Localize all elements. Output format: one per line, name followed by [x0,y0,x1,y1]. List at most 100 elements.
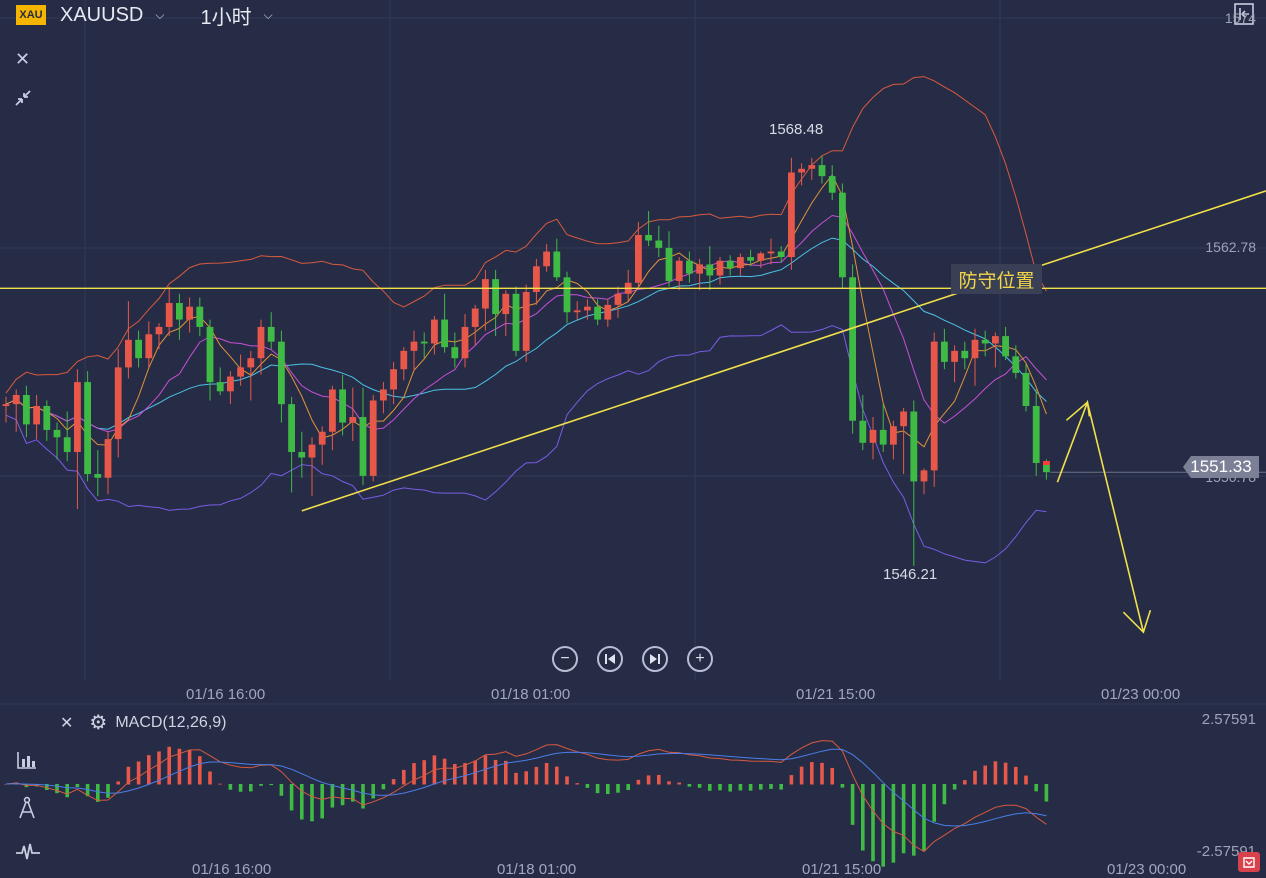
high-label: 1568.48 [769,121,824,138]
alert-icon[interactable] [1238,852,1260,872]
candle-body-64 [655,240,663,248]
candle-body-31 [318,431,326,445]
candle-body-88 [900,411,907,427]
candle-body-39 [400,350,408,370]
current-price-tag: 1551.33 [1183,456,1259,478]
interval-selector[interactable]: 1小时 [200,6,252,29]
bar-chart-icon[interactable] [16,750,38,775]
symbol-dropdown-icon[interactable]: ⌵ [155,7,165,22]
candle-body-7 [74,382,81,452]
candle-body-76 [777,251,785,258]
candle-body-51 [522,291,530,351]
candle-body-18 [186,306,193,320]
exit-panel-icon[interactable] [1233,2,1255,31]
candle-body-90 [920,470,928,482]
candle-body-57 [584,306,591,311]
macd-settings-icon[interactable]: ⚙ [89,712,108,734]
candle-body-73 [747,257,754,261]
candle-body-26 [267,326,275,342]
candle-body-97 [992,336,999,344]
candle-body-94 [961,350,969,359]
bollinger-upper [5,76,1047,394]
candle-body-86 [879,429,887,445]
candle-body-17 [176,303,183,320]
candle-body-25 [257,326,265,359]
candle-body-65 [665,247,673,281]
candle-body-1 [12,394,20,405]
macd-panel [4,740,1049,867]
candle-body-27 [278,341,285,405]
macd-dif-line [5,740,1047,853]
scroll-start-button[interactable] [597,646,623,672]
candle-body-71 [726,260,734,269]
candle-body-59 [604,304,612,320]
zoom-out-button[interactable]: − [552,646,578,672]
candle-body-41 [420,341,428,344]
candle-body-67 [686,260,693,274]
candle-body-14 [145,334,153,359]
candle-body-84 [859,420,867,443]
candle-body-48 [492,279,499,315]
candle-body-56 [573,310,581,313]
candle-body-82 [839,192,846,278]
candle-body-33 [339,389,346,423]
x-label-2: 01/18 01:00 [491,686,571,703]
candle-body-81 [828,176,836,193]
candle-body-50 [512,293,520,351]
macd-x-label-4: 01/23 00:00 [1107,861,1187,878]
candle-body-35 [359,417,367,476]
symbol-name[interactable]: XAUUSD [60,3,144,26]
macd-upper-label: 2.57591 [1201,711,1256,728]
candle-body-89 [910,411,918,482]
compass-icon[interactable] [17,796,37,825]
close-icon[interactable]: ✕ [15,49,31,69]
macd-title: MACD(12,26,9) [115,713,227,731]
forecast-path [1056,399,1145,633]
candle-body-63 [645,234,652,241]
candle-body-99 [1012,356,1020,373]
candle-body-28 [288,404,295,452]
macd-x-label-2: 01/18 01:00 [497,861,577,878]
candle-body-70 [716,260,724,276]
candle-body-44 [451,347,459,359]
candle-body-101 [1032,406,1040,464]
macd-close-icon[interactable]: ✕ [60,714,74,732]
candle-body-11 [114,367,122,440]
collapse-icon[interactable] [13,88,33,113]
candle-body-38 [390,369,397,390]
candle-body-68 [696,264,703,274]
candle-body-2 [23,394,30,425]
candle-body-74 [757,253,765,261]
candle-body-53 [543,251,550,267]
candle-body-0 [2,404,10,407]
candle-body-21 [216,382,224,392]
candle-body-5 [53,429,61,438]
last-candle-marker [1043,461,1050,466]
zoom-in-button[interactable]: + [687,646,713,672]
candle-body-23 [237,367,244,377]
forecast-arrow-up [1065,400,1091,421]
candle-body-20 [206,326,214,383]
candle-body-100 [1022,372,1030,407]
candle-body-62 [635,234,642,283]
defense-level-annotation: 防守位置 [951,264,1042,294]
candle-body-93 [951,350,958,362]
trendline [301,190,1266,512]
candle-body-9 [94,474,102,478]
macd-header: ✕ ⚙ MACD(12,26,9) [60,710,227,735]
symbol-badge: XAU [16,5,46,25]
macd-dea-line [5,748,1047,827]
interval-dropdown-icon[interactable]: ⌵ [263,7,273,22]
scroll-end-button[interactable] [642,646,668,672]
candlesticks [2,155,1050,566]
candle-body-10 [104,439,112,478]
candle-body-32 [329,389,336,432]
candle-body-36 [369,400,377,476]
candle-body-79 [808,165,816,169]
candle-body-54 [553,251,561,278]
candle-body-95 [971,339,979,359]
macd-x-label-1: 01/16 16:00 [192,861,272,878]
pulse-icon[interactable] [15,842,41,867]
x-label-3: 01/21 15:00 [796,686,876,703]
